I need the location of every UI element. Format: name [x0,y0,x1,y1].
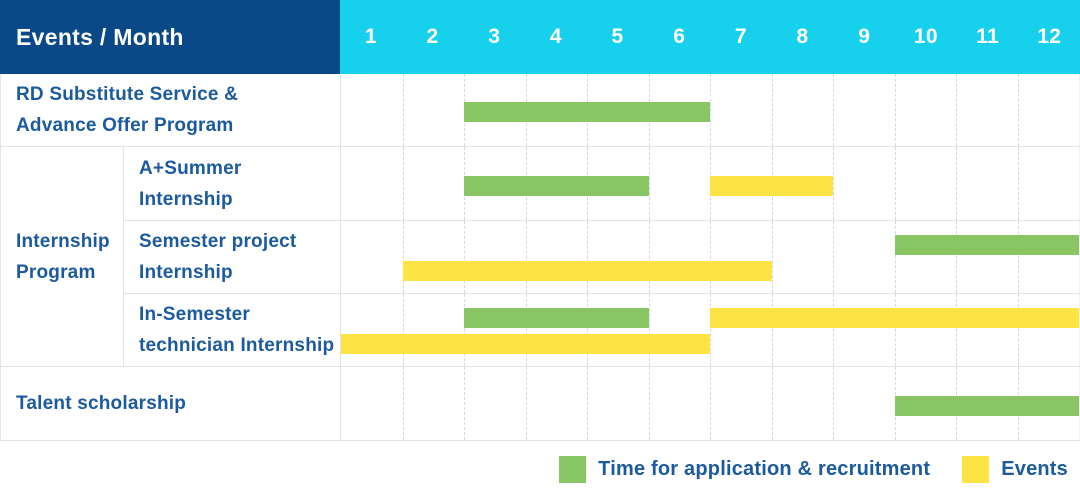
month-gridline [833,147,834,220]
application-bar [464,102,710,122]
month-gridline [894,221,896,293]
month-gridline [648,221,650,293]
application-legend-swatch [559,456,587,483]
month-gridline [587,294,588,366]
event-bar [710,175,833,196]
row-chart [340,74,1080,147]
month-gridline [464,221,465,293]
event-bar [341,333,710,354]
month-gridline [956,74,957,146]
row-label-rd-substitute-service: RD Substitute Service & Advance Offer Pr… [0,74,340,147]
month-gridline [587,221,588,293]
month-label: 5 [611,25,624,48]
month-gridline [710,74,711,146]
application-bar [894,234,1079,255]
month-gridline [648,367,650,440]
row-label-in-semester-technician-internship: In-Semester technician Internship [124,294,340,367]
month-gridline [956,147,957,220]
month-label: 1 [364,25,377,48]
group-label-internship-program: Internship Program [0,147,124,367]
month-gridline [710,294,711,366]
month-gridline [464,294,465,366]
events-legend-label: Events [1001,458,1068,480]
month-gridline [402,294,404,366]
event-bar [710,307,1079,328]
month-gridline [833,221,834,293]
events-month-header-cell: Events / Month [0,0,340,74]
month-gridline [648,294,650,366]
month-gridline [525,367,527,440]
row-chart [340,221,1080,294]
month-gridline [956,221,957,293]
month-gridline [710,221,711,293]
table-body: RD Substitute Service & Advance Offer Pr… [0,74,1080,441]
month-header-strip: 1 2 3 4 5 6 7 8 9 10 11 12 [340,0,1080,74]
month-label: 12 [1037,25,1062,48]
month-label: 10 [913,25,938,48]
month-gridline [1017,147,1019,220]
month-gridline [833,367,834,440]
month-gridline [833,74,834,146]
month-gridline [464,367,465,440]
application-bar [464,175,649,196]
month-gridline [771,367,773,440]
month-gridline [1017,74,1019,146]
month-gridline [1017,221,1019,293]
month-gridline [402,221,404,293]
month-gridline [894,147,896,220]
events-month-title: Events / Month [16,23,184,50]
month-gridline [402,74,404,146]
month-gridline [1017,294,1019,366]
row-chart [340,367,1080,441]
month-gridline [894,294,896,366]
month-gridline [587,367,588,440]
month-label: 9 [858,25,871,48]
row-label-semester-project-internship: Semester project Internship [124,221,340,294]
row-label-a-plus-summer-internship: A+Summer Internship [124,147,340,221]
month-label: 4 [549,25,562,48]
month-label: 3 [488,25,501,48]
events-legend-swatch [962,456,990,483]
row-label-talent-scholarship: Talent scholarship [0,367,340,441]
application-legend-label: Time for application & recruitment [598,458,931,480]
row-chart [340,147,1080,221]
month-gridline [771,294,773,366]
application-bar [894,395,1079,416]
month-gridline [894,74,896,146]
month-gridline [833,294,834,366]
month-gridline [402,367,404,440]
month-gridline [648,147,650,220]
row-chart [340,294,1080,367]
month-gridline [771,221,773,293]
month-gridline [956,294,957,366]
month-label: 11 [976,25,999,48]
legend: Time for application & recruitment Event… [0,456,1068,483]
month-gridline [525,221,527,293]
month-gridline [710,367,711,440]
month-gridline [402,147,404,220]
month-label: 2 [426,25,439,48]
event-bar [402,260,772,281]
month-label: 7 [734,25,747,48]
month-gridline [771,74,773,146]
month-gridline [525,294,527,366]
application-bar [464,307,649,328]
header-row: Events / Month 1 2 3 4 5 6 7 8 9 10 11 1… [0,0,1080,74]
month-label: 6 [673,25,686,48]
month-label: 8 [796,25,809,48]
